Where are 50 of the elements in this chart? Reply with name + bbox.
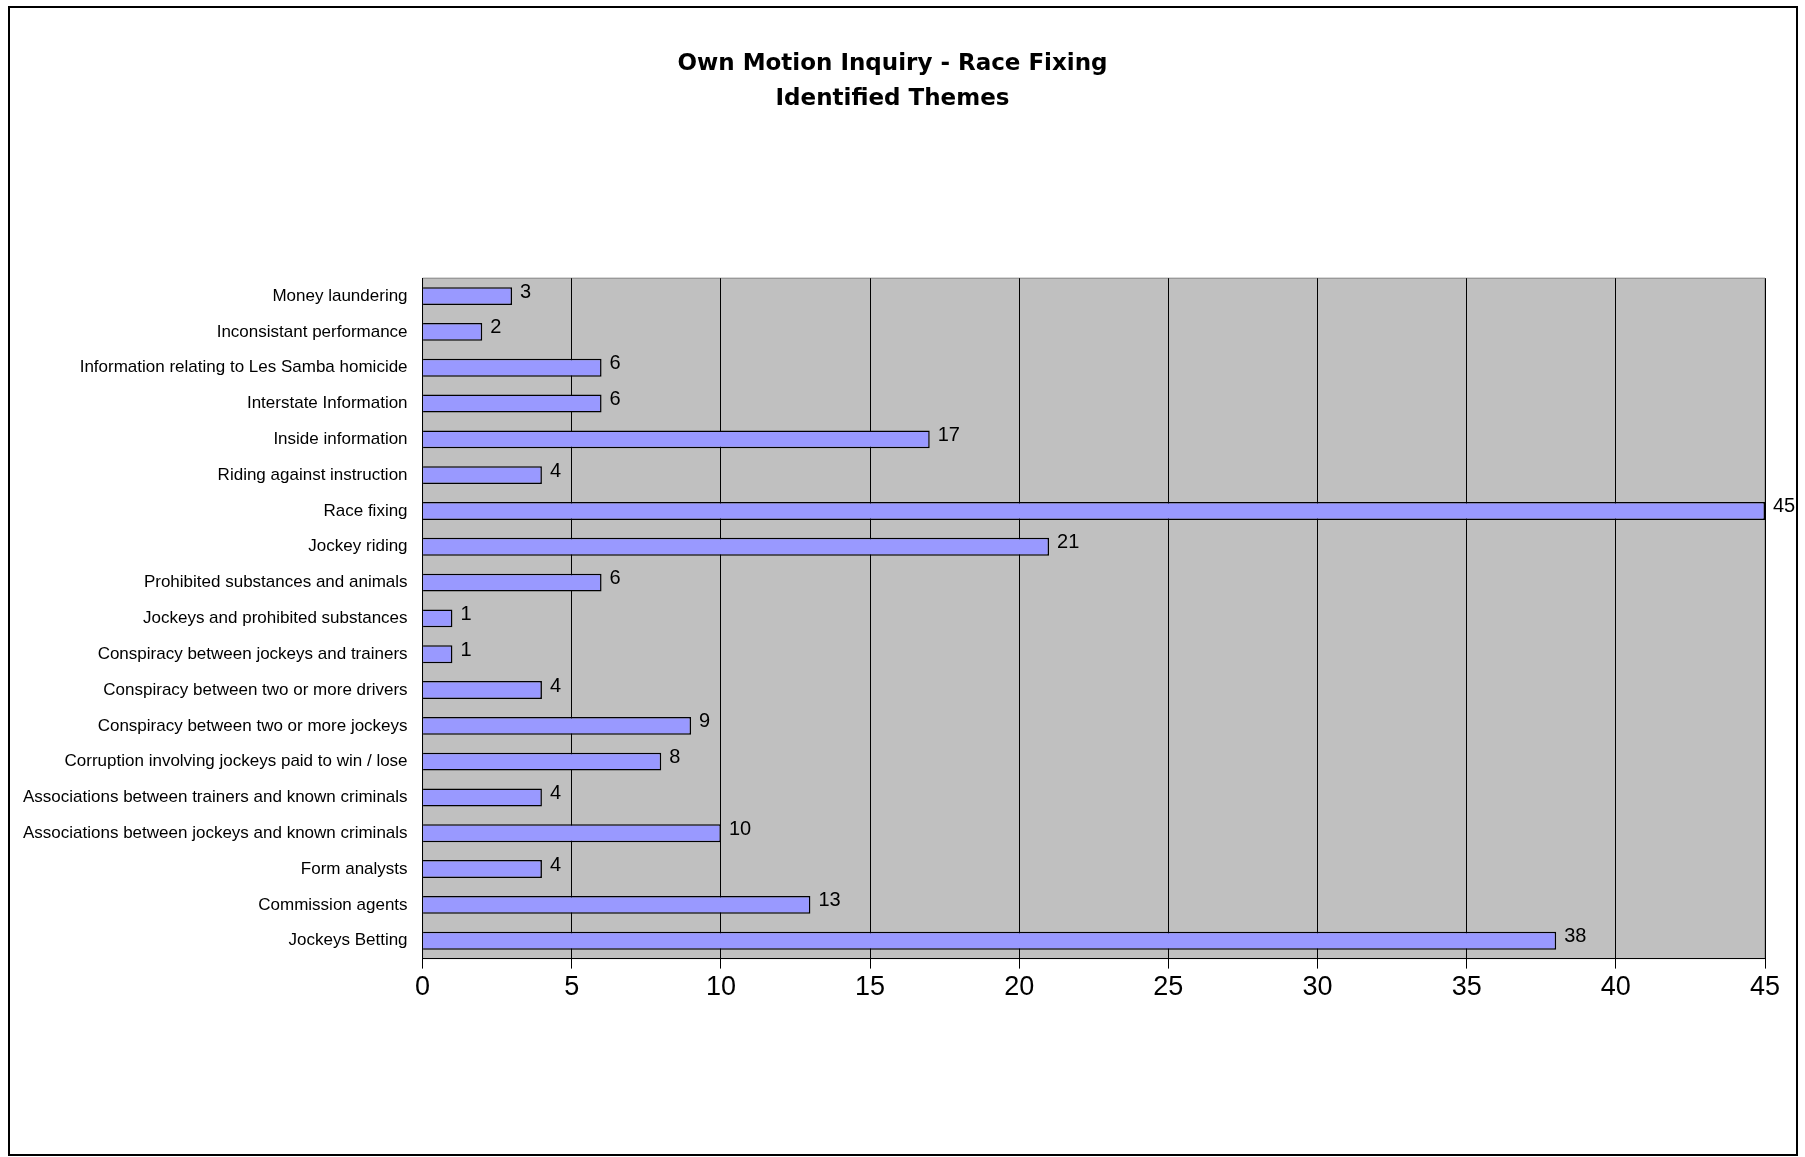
data-label: 4	[549, 852, 562, 875]
data-label: 17	[937, 422, 960, 445]
y-tick-label: Form analysts	[300, 858, 408, 878]
data-label: 45	[1773, 494, 1796, 517]
data-label: 6	[609, 387, 621, 410]
data-label: 1	[460, 601, 472, 624]
data-label: 9	[699, 709, 711, 732]
y-tick-label: Interstate Information	[246, 393, 408, 413]
y-tick-label: Associations between trainers and known criminals	[23, 787, 408, 807]
x-tick-label: 45	[1749, 971, 1781, 1002]
y-tick-label: Jockeys and prohibited substances	[142, 608, 408, 628]
data-label: 13	[818, 888, 841, 911]
y-tick-label: Commission agents	[258, 894, 408, 914]
x-tick-label: 25	[1153, 971, 1184, 1002]
x-tick-label: 30	[1302, 971, 1333, 1002]
y-tick-label: Prohibited substances and animals	[143, 572, 408, 592]
chart-title: Own Motion Inquiry - Race Fixing	[677, 48, 1108, 75]
data-label: 3	[520, 279, 532, 302]
data-label: 4	[549, 780, 562, 803]
data-label: 38	[1564, 924, 1587, 947]
x-tick-label: 10	[705, 971, 736, 1002]
y-tick-label: Jockey riding	[308, 536, 408, 556]
y-tick-label: Conspiracy between jockeys and trainers	[97, 643, 408, 663]
data-label: 1	[460, 637, 472, 660]
y-tick-label: Conspiracy between two or more jockeys	[97, 715, 408, 735]
y-tick-label: Money laundering	[272, 285, 408, 305]
chart-subtitle: Identified Themes	[775, 84, 1010, 111]
x-tick-label: 0	[415, 971, 431, 1002]
data-label: 6	[609, 351, 621, 374]
y-tick-label: Inside information	[273, 429, 408, 449]
y-tick-label: Information relating to Les Samba homicide	[79, 357, 408, 377]
data-label: 21	[1057, 530, 1080, 553]
data-label: 4	[549, 673, 562, 696]
y-tick-label: Corruption involving jockeys paid to win / lose	[64, 751, 408, 771]
data-label: 4	[549, 458, 562, 481]
x-tick-label: 20	[1004, 971, 1035, 1002]
x-tick-label: 35	[1451, 971, 1482, 1002]
x-tick-label: 5	[564, 971, 580, 1002]
y-tick-label: Riding against instruction	[217, 464, 408, 484]
data-label: 10	[728, 816, 752, 839]
y-tick-label: Jockeys Betting	[288, 930, 408, 950]
y-tick-label: Race fixing	[323, 500, 408, 520]
data-label: 8	[669, 745, 681, 768]
y-tick-label: Inconsistant performance	[216, 321, 408, 341]
data-label: 6	[609, 566, 621, 589]
x-tick-label: 40	[1600, 971, 1631, 1002]
y-tick-label: Associations between jockeys and known criminals	[23, 822, 408, 842]
data-label: 2	[490, 315, 502, 338]
y-tick-label: Conspiracy between two or more drivers	[103, 679, 408, 699]
x-tick-label: 15	[855, 971, 886, 1002]
